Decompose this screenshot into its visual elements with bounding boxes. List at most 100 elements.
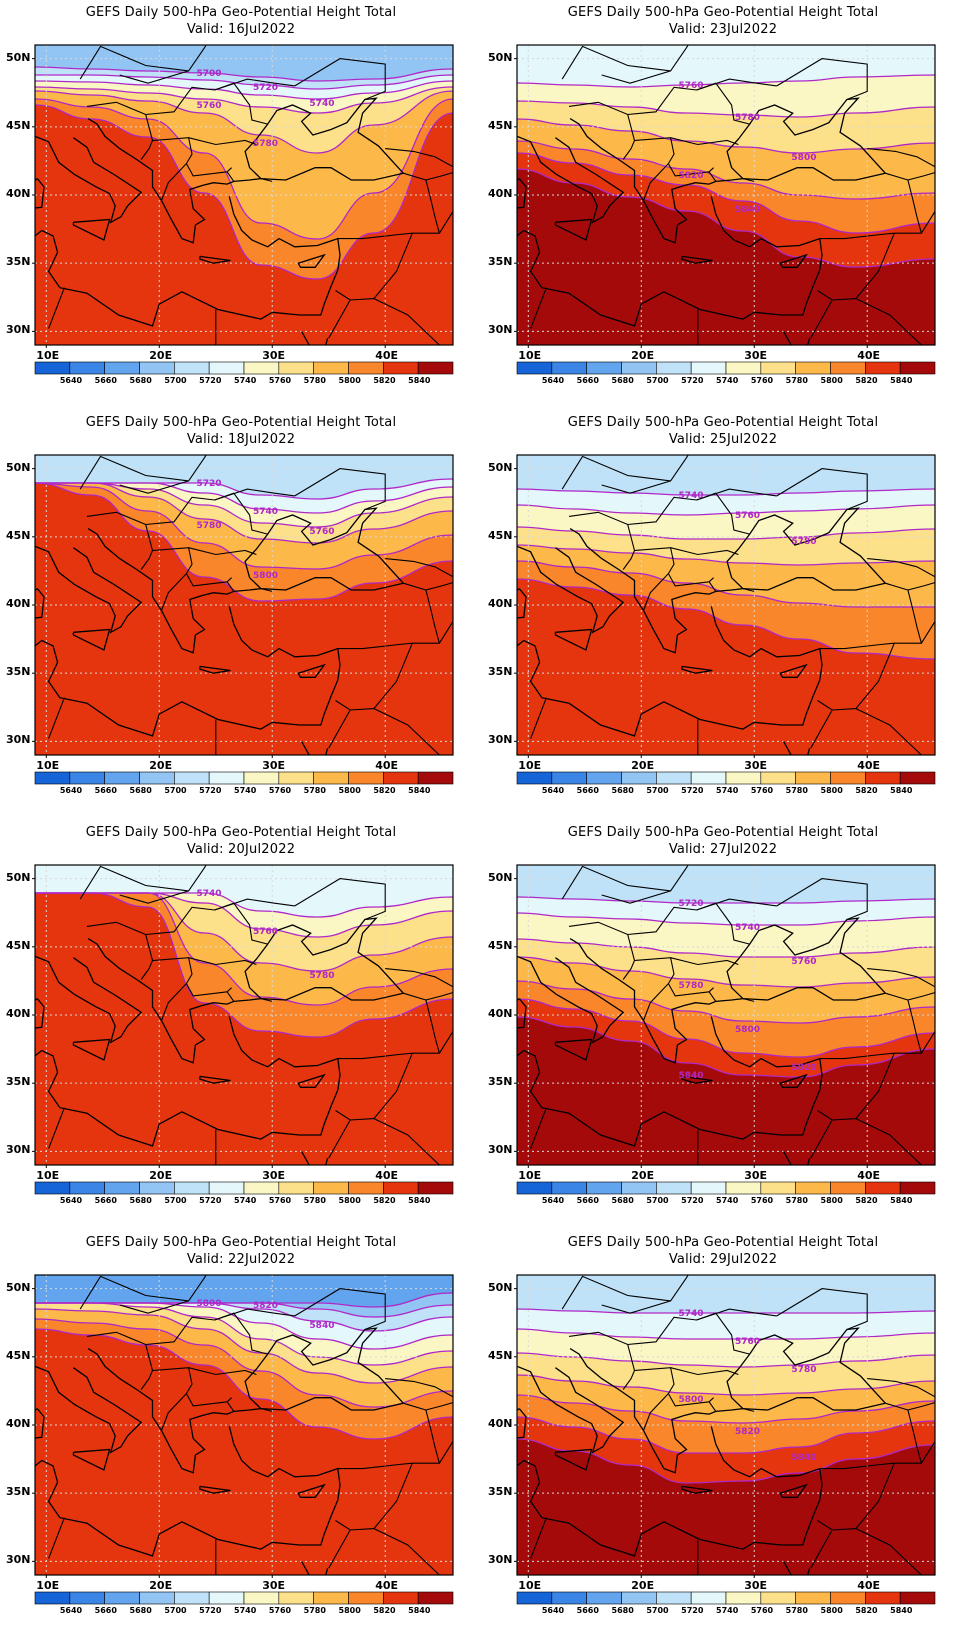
coastline	[72, 1448, 111, 1471]
colorbar-label: 5640	[541, 1196, 565, 1205]
country-border	[561, 45, 671, 80]
colorbar-label: 5700	[646, 786, 669, 795]
colorbar-label: 5700	[164, 786, 187, 795]
colorbar-label: 5760	[268, 1196, 292, 1205]
colorbar-swatch	[899, 771, 936, 785]
map-panel: GEFS Daily 500-hPa Geo-Potential Height …	[0, 1230, 482, 1640]
map-panel: GEFS Daily 500-hPa Geo-Potential Height …	[482, 1230, 964, 1640]
country-border	[667, 163, 714, 177]
country-border	[385, 148, 453, 168]
country-border	[622, 1370, 636, 1390]
contour-line	[517, 74, 935, 88]
colorbar-swatch	[725, 771, 762, 785]
country-border	[920, 1440, 935, 1464]
colorbar-label: 5820	[373, 376, 396, 385]
colorbar-label: 5660	[576, 1196, 599, 1205]
colorbar-swatch	[69, 361, 105, 375]
panel-valid-date: Valid: 29Jul2022	[668, 1252, 778, 1267]
country-border	[335, 1462, 413, 1531]
contour-line	[517, 938, 935, 958]
contour-label: 5740	[678, 1309, 703, 1319]
colorbar-swatch	[516, 1181, 553, 1195]
country-border	[79, 865, 189, 900]
country-border	[86, 82, 268, 125]
colorbar-label: 5780	[303, 1196, 326, 1205]
colorbar-label: 5760	[750, 1606, 774, 1615]
colorbar-label: 5640	[541, 786, 565, 795]
contour-line	[517, 168, 935, 268]
colorbar-swatch	[621, 1591, 657, 1605]
lat-label: 50N	[488, 1280, 513, 1294]
contour-line	[517, 1394, 935, 1424]
colorbar-label: 5740	[234, 1606, 257, 1615]
colorbar-label: 5700	[646, 376, 669, 385]
coastline	[35, 1365, 143, 1454]
coastline	[934, 547, 935, 549]
panel-title: GEFS Daily 500-hPa Geo-Potential Height …	[567, 5, 879, 20]
contour-label: 5840	[735, 205, 760, 215]
colorbar-swatch	[690, 771, 727, 785]
colorbar-swatch	[795, 1181, 831, 1195]
coastline	[554, 1448, 593, 1471]
lat-label: 50N	[6, 460, 31, 474]
contour-label: 5820	[678, 171, 703, 181]
colorbar-label: 5840	[408, 376, 431, 385]
panel-title: GEFS Daily 500-hPa Geo-Potential Height …	[85, 415, 397, 430]
lon-label: 20E	[149, 1579, 173, 1592]
lon-label: 30E	[744, 1169, 768, 1182]
colorbar-label: 5800	[820, 376, 843, 385]
lat-label: 40N	[488, 1007, 513, 1020]
country-border	[214, 78, 295, 91]
country-border	[696, 898, 777, 911]
country-border	[188, 137, 257, 146]
colorbar-swatch	[383, 1181, 419, 1195]
colorbar-swatch	[690, 1181, 727, 1195]
colorbar-label: 5740	[234, 376, 257, 385]
contour-label: 5800	[735, 1025, 760, 1035]
colorbar-swatch	[243, 771, 280, 785]
colorbar-swatch	[516, 1591, 553, 1605]
colorbar-label: 5660	[94, 786, 117, 795]
country-border	[920, 210, 935, 234]
lon-label: 20E	[149, 1169, 173, 1182]
colorbar-label: 5740	[716, 1606, 739, 1615]
colorbar-label: 5760	[268, 1606, 292, 1615]
colorbar-swatch	[725, 361, 762, 375]
country-border	[776, 878, 868, 921]
contour-line	[35, 74, 453, 90]
country-border	[708, 1401, 717, 1412]
colorbar-swatch	[313, 1591, 349, 1605]
contour-line	[517, 140, 935, 200]
lat-label: 40N	[6, 187, 31, 200]
coastline	[260, 167, 404, 181]
colorbar-label: 5680	[129, 1196, 152, 1205]
country-border	[294, 468, 386, 511]
coastline	[517, 545, 625, 634]
colorbar-swatch	[208, 1181, 245, 1195]
lon-label: 20E	[631, 349, 655, 362]
country-border	[708, 171, 717, 182]
colorbar-label: 5820	[373, 1606, 396, 1615]
colorbar-label: 5640	[541, 376, 565, 385]
colorbar-swatch	[690, 361, 727, 375]
lon-label: 10E	[36, 349, 60, 362]
lat-label: 40N	[488, 1417, 513, 1430]
colorbar-label: 5640	[59, 1606, 83, 1615]
country-border	[867, 968, 935, 988]
country-border	[226, 991, 235, 1002]
country-border	[385, 968, 453, 988]
colorbar-swatch	[551, 361, 587, 375]
lat-label: 30N	[6, 1553, 31, 1567]
height-map: 5760 5780 5800 5820 5840	[514, 44, 936, 375]
map-panel: GEFS Daily 500-hPa Geo-Potential Height …	[482, 410, 964, 820]
colorbar-swatch	[348, 1181, 384, 1195]
colorbar-label: 5680	[611, 376, 634, 385]
country-border	[530, 1517, 547, 1559]
height-map: 5740 5760 5780 5800 5820 5840	[514, 1274, 936, 1605]
country-border	[696, 78, 777, 91]
country-border	[185, 573, 232, 587]
colorbar-label: 5720	[681, 376, 704, 385]
contour-label: 5840	[678, 1071, 703, 1081]
coastline	[87, 507, 404, 654]
country-border	[185, 983, 232, 997]
